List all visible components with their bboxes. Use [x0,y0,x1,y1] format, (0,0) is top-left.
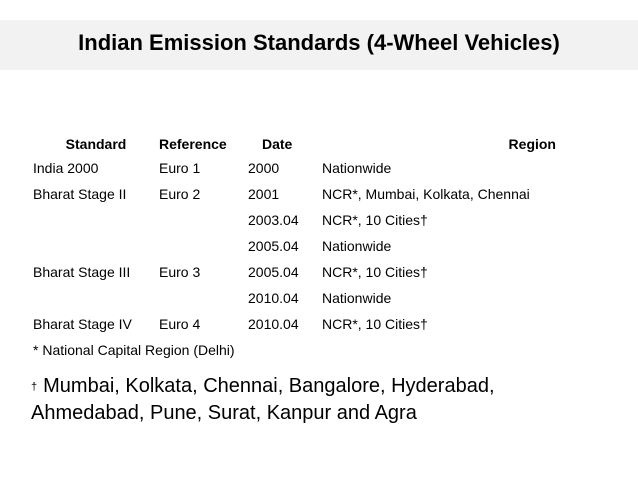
emission-standards-table: Standard Reference Date Region India 200… [29,133,586,337]
cell-standard: Bharat Stage IV [33,316,132,332]
table-row: India 2000 Euro 1 2000 Nationwide [29,155,586,181]
page-title: Indian Emission Standards (4-Wheel Vehic… [78,30,560,55]
cell-standard [29,233,159,259]
cell-date: 2003.04 [248,212,299,228]
cell-reference: Euro 4 [159,316,201,332]
table-row: 2003.04 NCR*, 10 Cities† [29,207,586,233]
title-band [0,20,638,70]
cell-reference: Euro 3 [159,264,201,280]
table-row: Bharat Stage IV Euro 4 2010.04 NCR*, 10 … [29,311,586,337]
table-row: 2010.04 Nationwide [29,285,586,311]
cell-region: Nationwide [322,160,392,176]
table-row: Bharat Stage III Euro 3 2005.04 NCR*, 10… [29,259,586,285]
footnote-cities: † Mumbai, Kolkata, Chennai, Bangalore, Hy… [31,373,591,426]
cell-standard [29,207,159,233]
cell-region: Nationwide [322,238,392,254]
cell-standard: Bharat Stage III [33,264,131,280]
cell-reference: Euro 1 [159,160,201,176]
cell-reference [159,233,248,259]
cities-list: Mumbai, Kolkata, Chennai, Bangalore, Hyd… [31,375,495,424]
cell-date: 2005.04 [248,264,299,280]
cell-standard: India 2000 [33,160,99,176]
cell-date: 2010.04 [248,290,299,306]
cell-region: Nationwide [322,290,392,306]
cell-date: 2000 [248,160,280,176]
cell-reference: Euro 2 [159,186,201,202]
cell-region: NCR*, 10 Cities† [322,212,428,228]
cell-reference [159,285,248,311]
cell-region: NCR*, 10 Cities† [322,316,428,332]
cell-reference [159,207,248,233]
table-header-row: Standard Reference Date Region [29,133,586,155]
table-row: 2005.04 Nationwide [29,233,586,259]
footnote-ncr: * National Capital Region (Delhi) [33,342,235,358]
header-date: Date [262,136,293,152]
header-reference: Reference [159,136,227,152]
cell-region: NCR*, Mumbai, Kolkata, Chennai [322,186,530,202]
header-region: Region [508,136,556,152]
cell-date: 2001 [248,186,280,202]
header-standard: Standard [65,136,127,152]
cell-date: 2010.04 [248,316,299,332]
table-row: Bharat Stage II Euro 2 2001 NCR*, Mumbai… [29,181,586,207]
cell-standard [29,285,159,311]
cell-date: 2005.04 [248,238,299,254]
cell-region: NCR*, 10 Cities† [322,264,428,280]
dagger-mark: † [31,380,38,393]
cell-standard: Bharat Stage II [33,186,127,202]
